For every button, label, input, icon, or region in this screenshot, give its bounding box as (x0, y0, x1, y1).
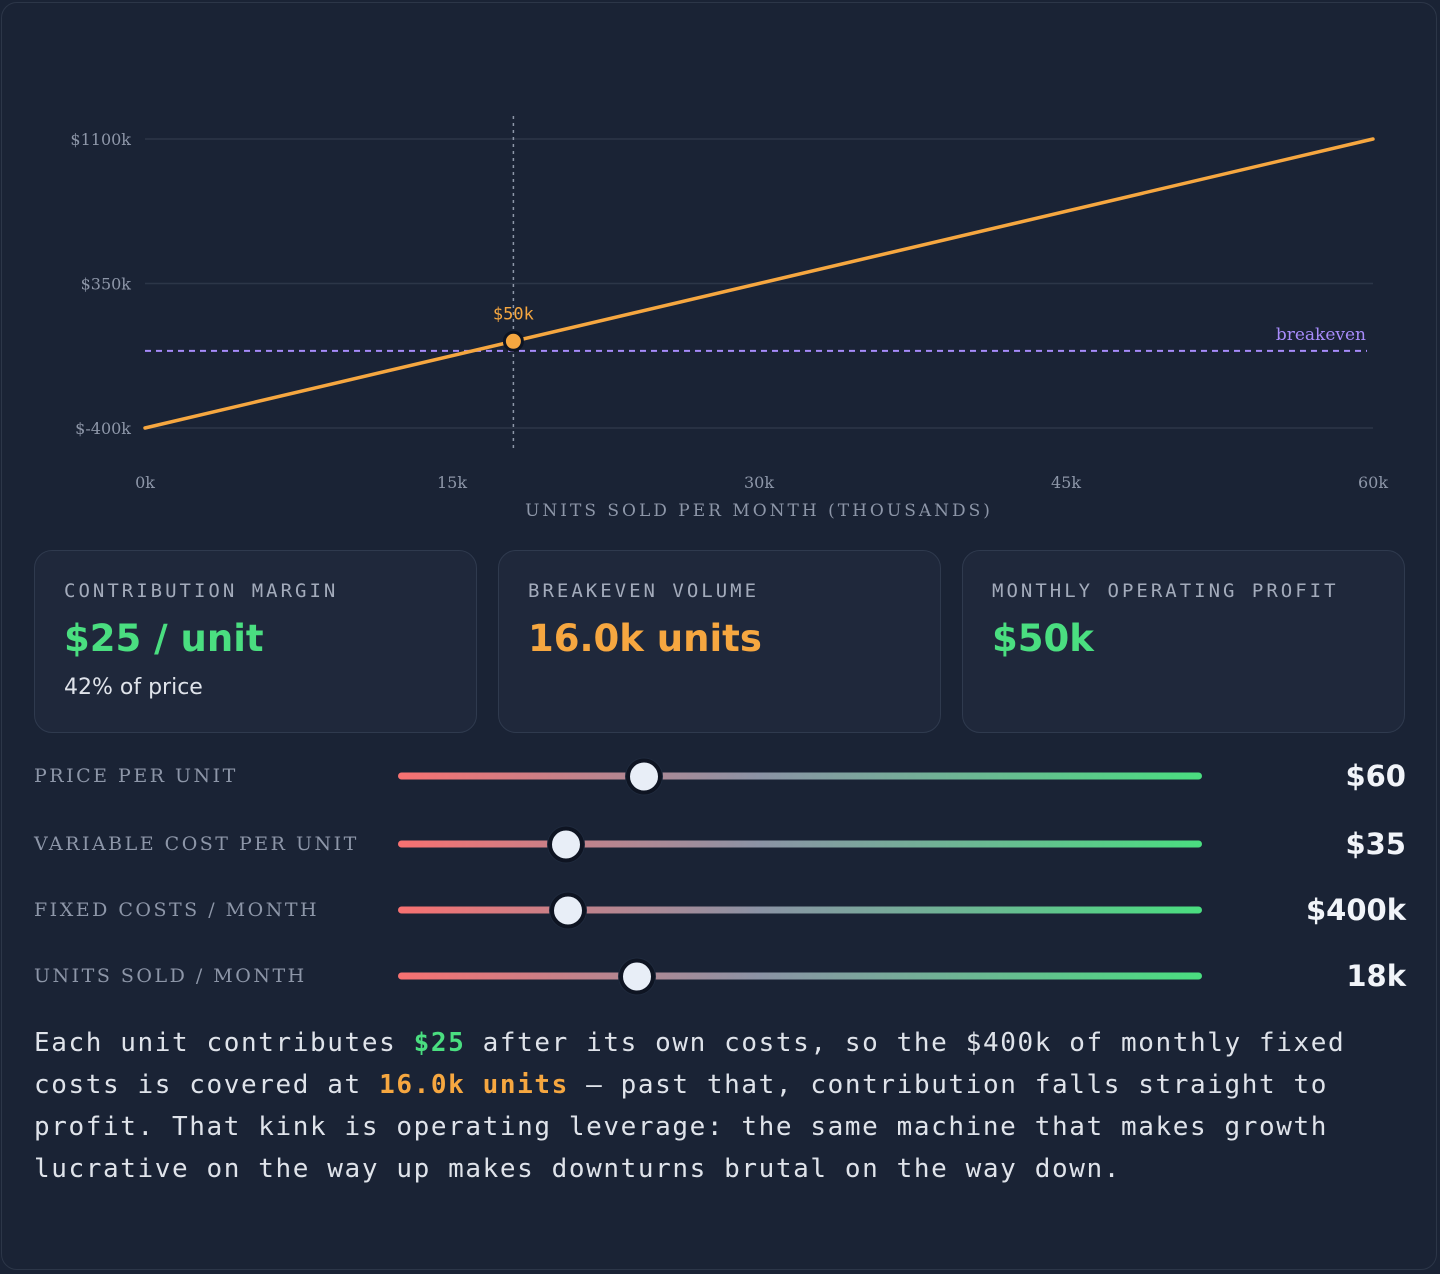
card-label: CONTRIBUTION MARGIN (64, 580, 339, 602)
operating-profit-value: $50k (992, 617, 1094, 660)
slider-thumb[interactable] (626, 758, 663, 794)
slider-thumb[interactable] (548, 826, 585, 862)
profit-chart: $-400k $350k $1100k 0k 15k 30k 45k 60k breakev… (70, 116, 1388, 521)
x-axis-ticks: 0k 15k 30k 45k 60k (135, 473, 1388, 492)
current-marker: $50k (493, 116, 534, 452)
slider-label: FIXED COSTS / MONTH (34, 899, 320, 921)
card-label: BREAKEVEN VOLUME (528, 580, 760, 602)
slider-label: UNITS SOLD / MONTH (34, 965, 307, 987)
slider-thumb[interactable] (618, 958, 655, 994)
variable-cost-slider-row: VARIABLE COST PER UNIT $35 (34, 824, 1406, 864)
breakeven-volume-card: BREAKEVEN VOLUME 16.0k units (498, 550, 941, 733)
y-tick-label: $350k (81, 275, 132, 294)
slider-value: 18k (1346, 959, 1406, 993)
x-tick-label: 30k (744, 473, 774, 492)
breakeven-highlight: 16.0k units (379, 1070, 569, 1100)
units-sold-slider[interactable] (398, 958, 1202, 994)
fixed-costs-slider-row: FIXED COSTS / MONTH $400k (34, 890, 1406, 930)
operating-profit-card: MONTHLY OPERATING PROFIT $50k (962, 550, 1405, 733)
fixed-costs-slider[interactable] (398, 892, 1202, 928)
explanation-part: Each unit contributes (34, 1028, 414, 1058)
units-sold-slider-row: UNITS SOLD / MONTH 18k (34, 956, 1406, 996)
x-tick-label: 0k (135, 473, 155, 492)
y-axis-ticks: $-400k $350k $1100k (70, 130, 131, 438)
current-point-label: $50k (493, 304, 534, 324)
slider-value: $35 (1345, 827, 1406, 861)
breakeven-reference: breakeven (145, 325, 1367, 352)
margin-percent: 42% of price (64, 675, 203, 700)
slider-label: PRICE PER UNIT (34, 765, 238, 787)
x-axis-title: UNITS SOLD PER MONTH (THOUSANDS) (525, 501, 993, 521)
explanation-part: after its own costs, so the $400k of mon… (34, 1028, 1346, 1100)
price-slider-row: PRICE PER UNIT $60 (34, 756, 1406, 796)
breakeven-volume-value: 16.0k units (528, 617, 762, 660)
explanation-part: — past that, contribution falls straight… (34, 1070, 1329, 1184)
breakeven-label: breakeven (1276, 325, 1366, 345)
card-label: MONTHLY OPERATING PROFIT (992, 580, 1339, 602)
profit-line (143, 137, 1375, 430)
explanation-text: Each unit contributes $25 after its own … (34, 1022, 1406, 1190)
profit-series (143, 137, 1375, 430)
y-tick-label: $-400k (75, 419, 131, 438)
current-point (502, 330, 524, 352)
slider-label: VARIABLE COST PER UNIT (34, 833, 359, 855)
x-tick-label: 60k (1358, 473, 1388, 492)
contribution-margin-value: $25 / unit (64, 617, 264, 660)
x-tick-label: 45k (1051, 473, 1081, 492)
slider-value: $400k (1306, 893, 1406, 927)
y-tick-label: $1100k (70, 130, 131, 149)
margin-highlight: $25 (413, 1028, 466, 1058)
x-tick-label: 15k (437, 473, 467, 492)
slider-value: $60 (1345, 759, 1406, 793)
price-slider[interactable] (398, 758, 1202, 794)
slider-thumb[interactable] (549, 892, 586, 928)
variable-cost-slider[interactable] (398, 826, 1202, 862)
contribution-margin-card: CONTRIBUTION MARGIN $25 / unit 42% of pr… (34, 550, 477, 733)
